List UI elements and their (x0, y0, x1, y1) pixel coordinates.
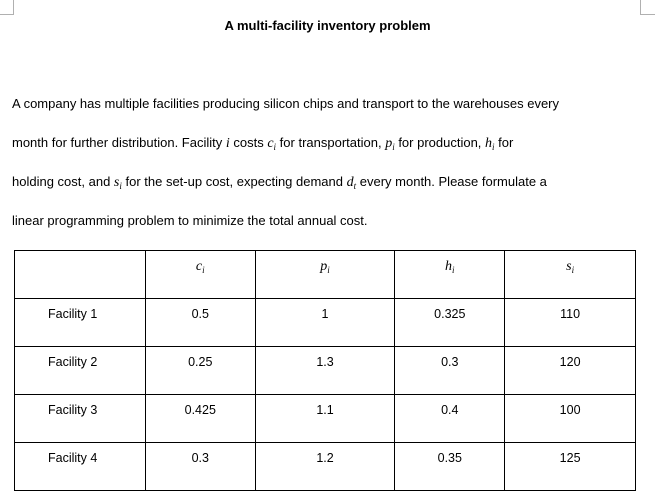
cell: 0.4 (394, 394, 506, 443)
cell: 0.3 (144, 442, 256, 491)
var-symbol: c (267, 136, 274, 151)
text-line: month for further distribution. Facility… (12, 133, 652, 172)
var-subscript: i (571, 265, 575, 275)
header-cell: ci (144, 250, 256, 299)
var-symbol: p (320, 259, 328, 274)
cell: 120 (504, 346, 636, 395)
var-symbol: c (195, 259, 203, 274)
header-cell: pi (254, 250, 396, 299)
crop-mark (640, 0, 655, 15)
cell: 110 (504, 298, 636, 347)
var-symbol: i (225, 136, 230, 151)
cell: 0.25 (144, 346, 256, 395)
math-var: ci (195, 259, 205, 275)
text-segment: holding cost, and (12, 174, 114, 189)
cell: 0.5 (144, 298, 256, 347)
cell: 1.3 (254, 346, 396, 395)
row-label: Facility 1 (14, 298, 146, 347)
var-subscript: i (392, 142, 395, 152)
var-subscript: i (119, 181, 122, 191)
var-symbol: s (566, 259, 572, 274)
var-subscript: i (273, 142, 277, 152)
text-segment: every month. Please formulate a (356, 174, 547, 189)
row-label: Facility 3 (14, 394, 146, 443)
row-label: Facility 4 (14, 442, 146, 491)
header-cell: si (504, 250, 636, 299)
text-segment: A company has multiple facilities produc… (12, 96, 560, 111)
cell: 0.3 (394, 346, 506, 395)
table-row: Facility 3 0.425 1.1 0.4 100 (14, 394, 636, 443)
text-line: linear programming problem to minimize t… (12, 211, 652, 250)
cell: 0.425 (144, 394, 256, 443)
text-segment: month for further distribution. Facility (12, 135, 226, 150)
table-row: Facility 2 0.25 1.3 0.3 120 (14, 346, 636, 395)
header-row: ci pi hi si (14, 250, 636, 299)
var-subscript: i (202, 265, 205, 275)
var-symbol: d (346, 175, 354, 190)
math-var: ci (267, 135, 277, 152)
cell: 1.1 (254, 394, 396, 443)
table-body: ci pi hi si Facility 1 0.5 1 0.325 110 Facility 2… (14, 250, 636, 491)
math-var: hi (485, 135, 495, 152)
crop-mark (0, 0, 14, 15)
cell: 0.325 (394, 298, 506, 347)
math-var: pi (385, 135, 395, 152)
cell: 1 (254, 298, 396, 347)
math-var: i (225, 135, 230, 151)
text-segment: for transportation, (276, 135, 386, 150)
text-segment: for the set-up cost, expecting demand (121, 174, 347, 189)
var-symbol: p (385, 136, 393, 151)
row-label: Facility 2 (14, 346, 146, 395)
text-segment: linear programming problem to minimize t… (12, 213, 368, 228)
header-cell: hi (394, 250, 506, 299)
table: ci pi hi si Facility 1 0.5 1 0.325 110 Facility 2… (14, 250, 636, 491)
var-symbol: h (445, 259, 453, 274)
cell: 1.2 (254, 442, 396, 491)
math-var: pi (320, 259, 330, 275)
text-segment: for production, (394, 135, 486, 150)
var-subscript: i (327, 265, 330, 275)
table-row: Facility 1 0.5 1 0.325 110 (14, 298, 636, 347)
text-segment: costs (229, 135, 268, 150)
var-symbol: h (485, 136, 493, 151)
title: A multi-facility inventory problem (224, 18, 431, 33)
var-subscript: i (492, 142, 495, 152)
var-subscript: t (353, 181, 357, 191)
math-var: si (566, 259, 575, 275)
cell: 125 (504, 442, 636, 491)
header-cell (14, 250, 146, 299)
math-var: hi (445, 259, 455, 275)
cell: 0.35 (394, 442, 506, 491)
math-var: si (113, 174, 122, 191)
var-subscript: i (452, 265, 455, 275)
cell: 100 (504, 394, 636, 443)
var-symbol: s (113, 175, 120, 190)
text-line: holding cost, and si for the set-up cost… (12, 172, 652, 211)
paragraph: A company has multiple facilities produc… (12, 94, 652, 250)
text-line: A company has multiple facilities produc… (12, 94, 652, 133)
math-var: dt (346, 174, 357, 191)
table-row: Facility 4 0.3 1.2 0.35 125 (14, 442, 636, 491)
text-segment: for (494, 135, 514, 150)
